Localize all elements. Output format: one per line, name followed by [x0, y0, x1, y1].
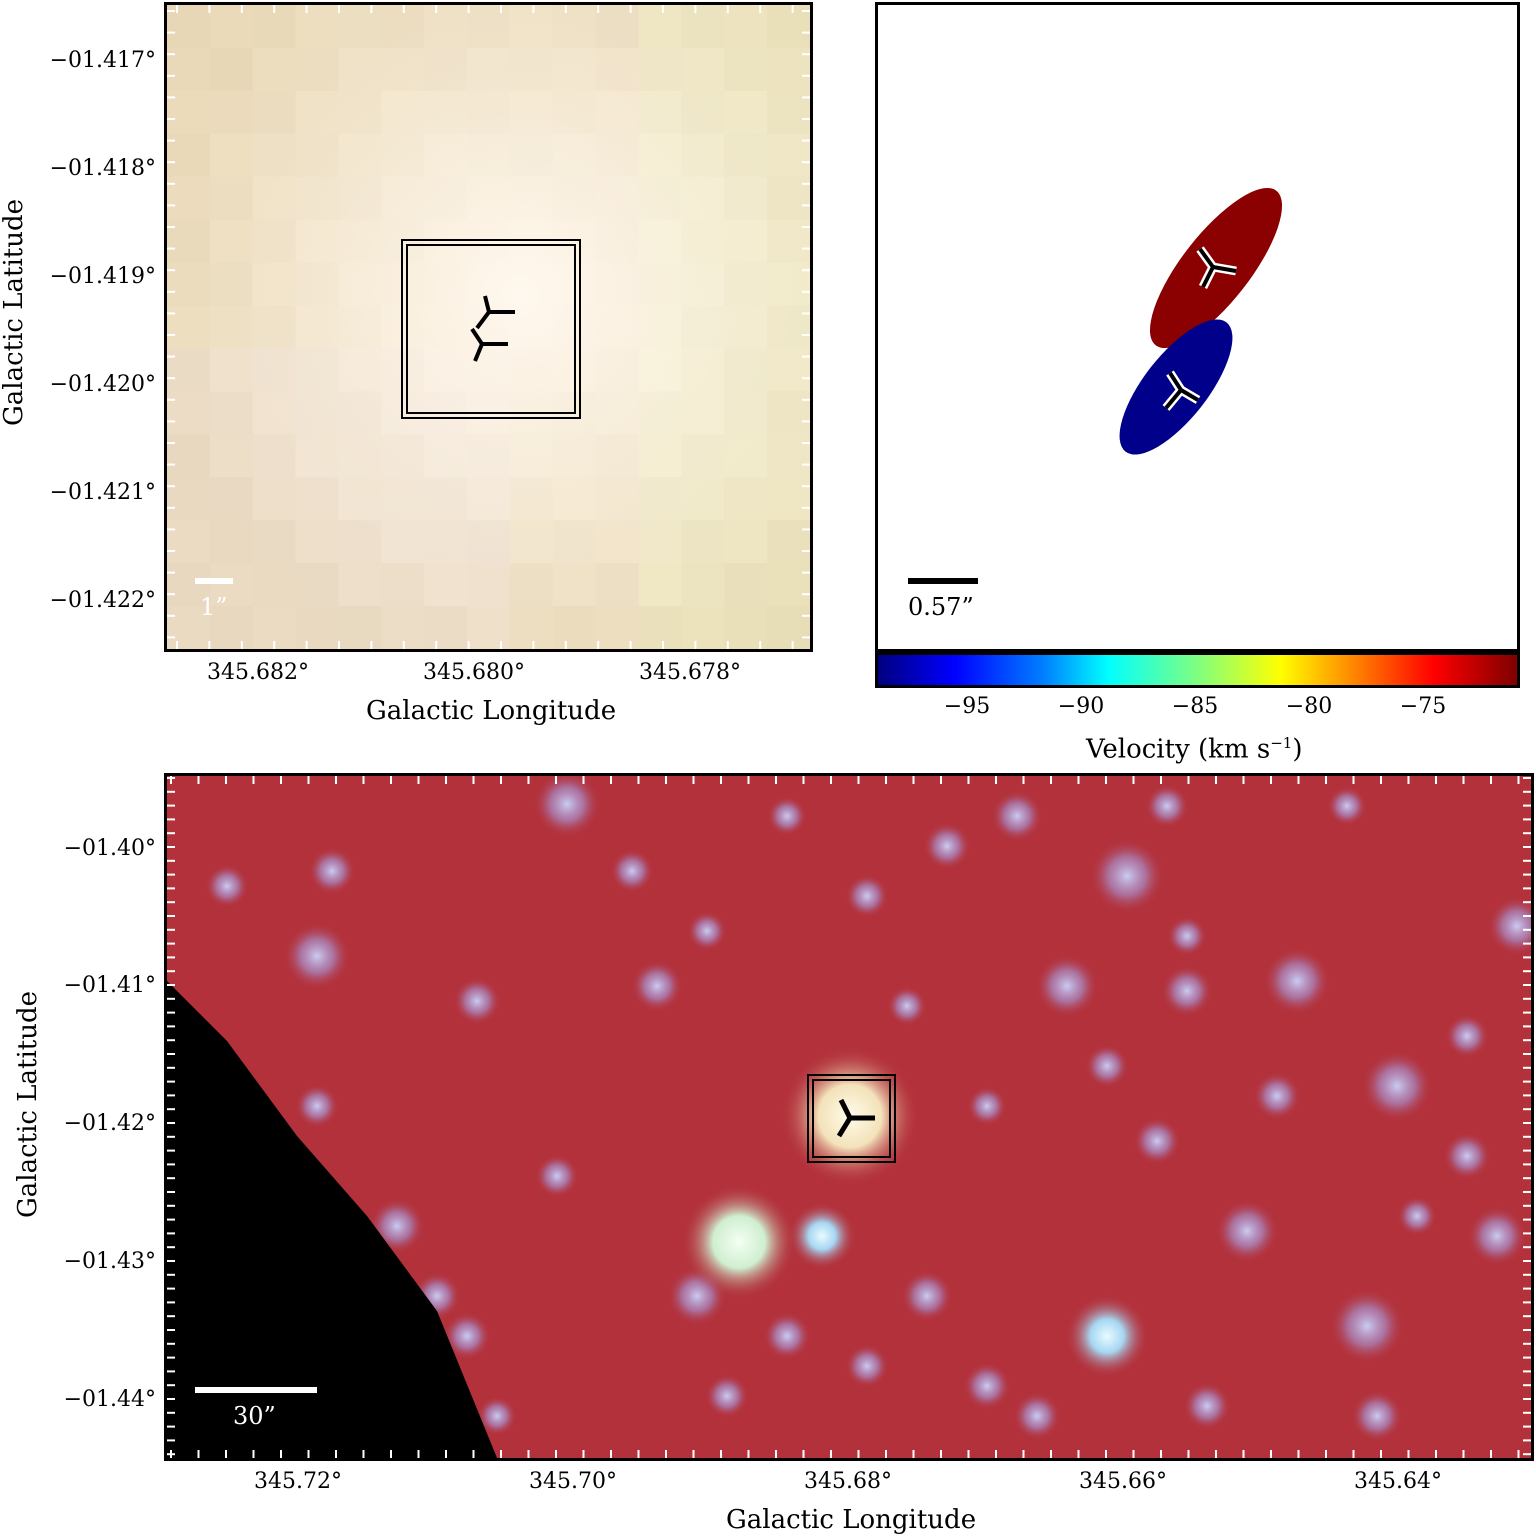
- star: [887, 986, 927, 1026]
- x-tick-label: 345.680°: [423, 660, 525, 685]
- star: [1487, 896, 1531, 956]
- star: [1361, 1050, 1433, 1122]
- star: [533, 776, 601, 838]
- y-axis-title: Galactic Latitude: [13, 991, 43, 1218]
- colorbar-title: Velocity (km s−1): [1086, 734, 1303, 765]
- star: [1327, 786, 1367, 826]
- x-tick-label: 345.682°: [207, 660, 309, 685]
- star: [788, 1202, 856, 1270]
- background-stars: [205, 776, 1531, 1442]
- velocity-colorbar: [875, 652, 1520, 688]
- star: [1167, 916, 1207, 956]
- star: [705, 1374, 749, 1418]
- maser-marker-2: [470, 327, 508, 362]
- scale-bar-label: 30”: [233, 1402, 276, 1430]
- star: [631, 960, 683, 1012]
- star: [1215, 1199, 1279, 1263]
- no-data-region: [167, 981, 497, 1458]
- star: [1089, 838, 1165, 914]
- star: [477, 1396, 517, 1436]
- star: [443, 1312, 491, 1360]
- star: [1443, 1132, 1491, 1180]
- x-tick-label: 345.64°: [1354, 1469, 1442, 1494]
- star: [901, 1270, 953, 1322]
- star: [1253, 1072, 1301, 1120]
- star: [1013, 1392, 1061, 1440]
- y-tick-label: −01.417°: [49, 48, 156, 73]
- star: [1263, 947, 1331, 1015]
- maser-marker-blue: [1162, 370, 1201, 411]
- top-left-image-panel: 1”: [164, 2, 813, 652]
- star: [283, 922, 351, 990]
- star: [1183, 1382, 1231, 1430]
- colorbar-tick-label: −90: [1057, 694, 1105, 719]
- maser-marker-1: [475, 295, 515, 330]
- source-box-outer: [807, 1074, 896, 1163]
- colorbar-tick-label: −95: [943, 694, 991, 719]
- y-tick-label: −01.43°: [63, 1249, 156, 1274]
- source-box-inner: [406, 244, 576, 414]
- colorbar-tick-label: −75: [1399, 694, 1447, 719]
- star: [1329, 1288, 1405, 1364]
- star: [1065, 1294, 1149, 1378]
- bright-star: [681, 1184, 797, 1300]
- star: [763, 1312, 811, 1360]
- star: [453, 977, 501, 1025]
- y-tick-label: −01.421°: [49, 480, 156, 505]
- y-axis-title: Galactic Latitude: [0, 199, 29, 426]
- wide-field-image-panel: 30”: [164, 773, 1534, 1461]
- scale-bar-label: 1”: [200, 593, 228, 621]
- colorbar-tick-label: −80: [1285, 694, 1333, 719]
- star: [1397, 1196, 1437, 1236]
- x-tick-label: 345.66°: [1079, 1469, 1167, 1494]
- maser-marker: [836, 1098, 875, 1138]
- star: [1351, 1390, 1403, 1442]
- scale-bar-label: 0.57”: [908, 593, 974, 621]
- star: [1467, 1206, 1527, 1266]
- star: [1145, 784, 1189, 828]
- y-tick-label: −01.44°: [63, 1387, 156, 1412]
- star: [991, 790, 1043, 842]
- source-box-outer: [401, 239, 581, 419]
- x-axis-title: Galactic Longitude: [726, 1505, 977, 1535]
- y-tick-label: −01.419°: [49, 264, 156, 289]
- star: [1035, 954, 1099, 1018]
- y-tick-label: −01.41°: [63, 973, 156, 998]
- axis-ticks: [167, 5, 810, 649]
- y-tick-label: −01.420°: [49, 372, 156, 397]
- y-tick-label: −01.418°: [49, 156, 156, 181]
- star: [687, 911, 727, 951]
- source-box-inner: [812, 1079, 891, 1158]
- y-tick-label: −01.422°: [49, 588, 156, 613]
- star: [767, 796, 807, 836]
- y-tick-label: −01.42°: [63, 1111, 156, 1136]
- star: [1133, 1117, 1181, 1165]
- colorbar-tick-label: −85: [1171, 694, 1219, 719]
- x-tick-label: 345.68°: [804, 1469, 892, 1494]
- star: [923, 822, 971, 870]
- star: [308, 847, 356, 895]
- star: [205, 864, 249, 908]
- zoom-image-canvas: [167, 5, 810, 649]
- star: [967, 1086, 1007, 1126]
- wide-field-canvas: [167, 776, 1531, 1458]
- x-tick-label: 345.678°: [639, 660, 741, 685]
- star: [1445, 1014, 1489, 1058]
- x-tick-label: 345.70°: [529, 1469, 617, 1494]
- star: [845, 874, 889, 918]
- velocity-map-panel: 0.57”: [875, 2, 1520, 652]
- star: [845, 1344, 889, 1388]
- x-tick-label: 345.72°: [254, 1469, 342, 1494]
- star: [963, 1362, 1011, 1410]
- x-axis-title: Galactic Longitude: [366, 696, 617, 726]
- maser-marker-red: [1196, 246, 1237, 290]
- velocity-map-canvas: [908, 187, 1283, 584]
- star: [610, 849, 654, 893]
- y-tick-label: −01.40°: [63, 836, 156, 861]
- axis-ticks: [167, 776, 1531, 1458]
- star: [535, 1154, 579, 1198]
- star: [295, 1084, 339, 1128]
- star: [1085, 1044, 1129, 1088]
- star: [1161, 965, 1213, 1017]
